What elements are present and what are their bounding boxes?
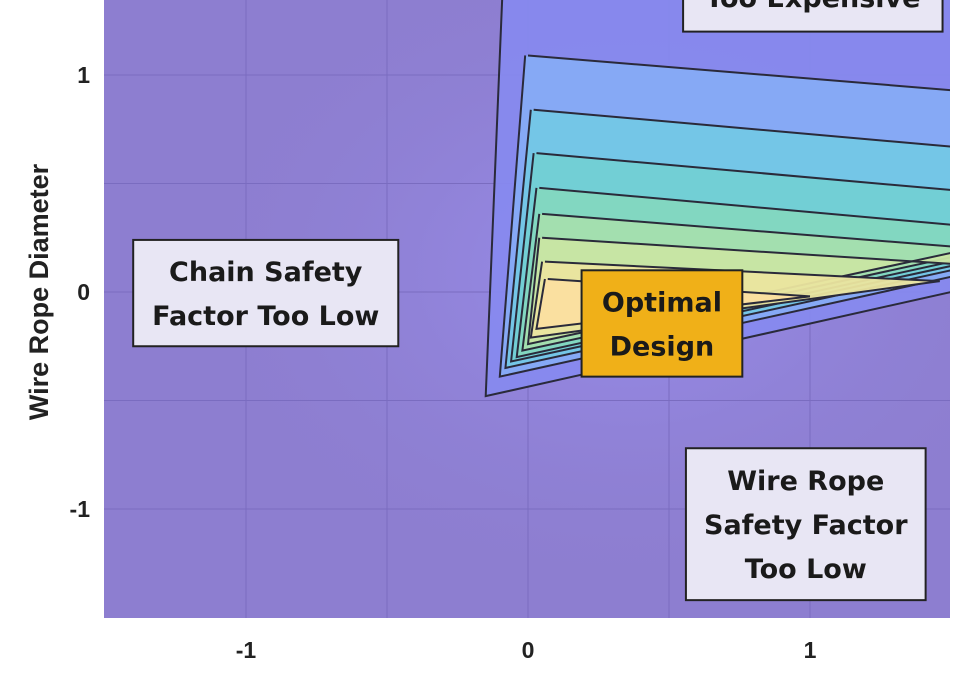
- annotation-box-2: Optimal Design: [580, 269, 744, 378]
- x-tick-label: 0: [522, 637, 535, 663]
- annotation-text: Optimal: [602, 287, 722, 318]
- y-axis-ticks: 1 0 -1: [70, 62, 91, 522]
- contour-upper-line-2: [527, 54, 950, 92]
- x-tick-label: 1: [804, 637, 817, 663]
- y-tick-label: 1: [77, 62, 90, 88]
- annotation-box-1: Chain Safety Factor Too Low: [132, 238, 400, 348]
- annotation-text: Factor Too Low: [152, 301, 379, 332]
- annotation-box-frame: [682, 0, 944, 33]
- y-tick-label: 0: [77, 279, 90, 305]
- contour-upper-line-7: [542, 236, 950, 265]
- x-axis-ticks: -1 0 1: [236, 637, 817, 663]
- contour-upper-line-6: [542, 212, 950, 248]
- annotation-text: Design: [610, 331, 715, 362]
- contour-line-8: [529, 261, 940, 339]
- annotation-box-frame: [580, 269, 744, 378]
- annotation-box-frame: [684, 447, 927, 602]
- region-annotations: Too Expensive Chain Safety Factor Too Low O…: [132, 0, 944, 602]
- annotation-box-3: Wire Rope Safety Factor Too Low: [684, 447, 927, 602]
- y-tick-label: -1: [70, 496, 91, 522]
- annotation-box-0: Too Expensive: [682, 0, 944, 33]
- contour-line-3: [504, 109, 950, 370]
- contour-upper-line-3: [533, 108, 950, 148]
- annotation-text: Too Expensive: [705, 0, 920, 14]
- contour-upper-line-4: [536, 152, 950, 191]
- contour-line-1: [484, 0, 950, 398]
- contour-upper-line-5: [539, 186, 950, 226]
- contour-line-2: [498, 55, 950, 378]
- plot-area: Too Expensive Chain Safety Factor Too Low O…: [104, 0, 950, 618]
- annotation-text: Safety Factor: [704, 510, 908, 541]
- annotation-box-frame: [132, 238, 400, 348]
- annotation-text: Wire Rope: [727, 466, 884, 497]
- annotation-text: Chain Safety: [169, 257, 363, 288]
- y-axis-label: Wire Rope Diameter: [24, 163, 54, 420]
- x-tick-label: -1: [236, 637, 257, 663]
- annotation-text: Too Low: [745, 554, 867, 585]
